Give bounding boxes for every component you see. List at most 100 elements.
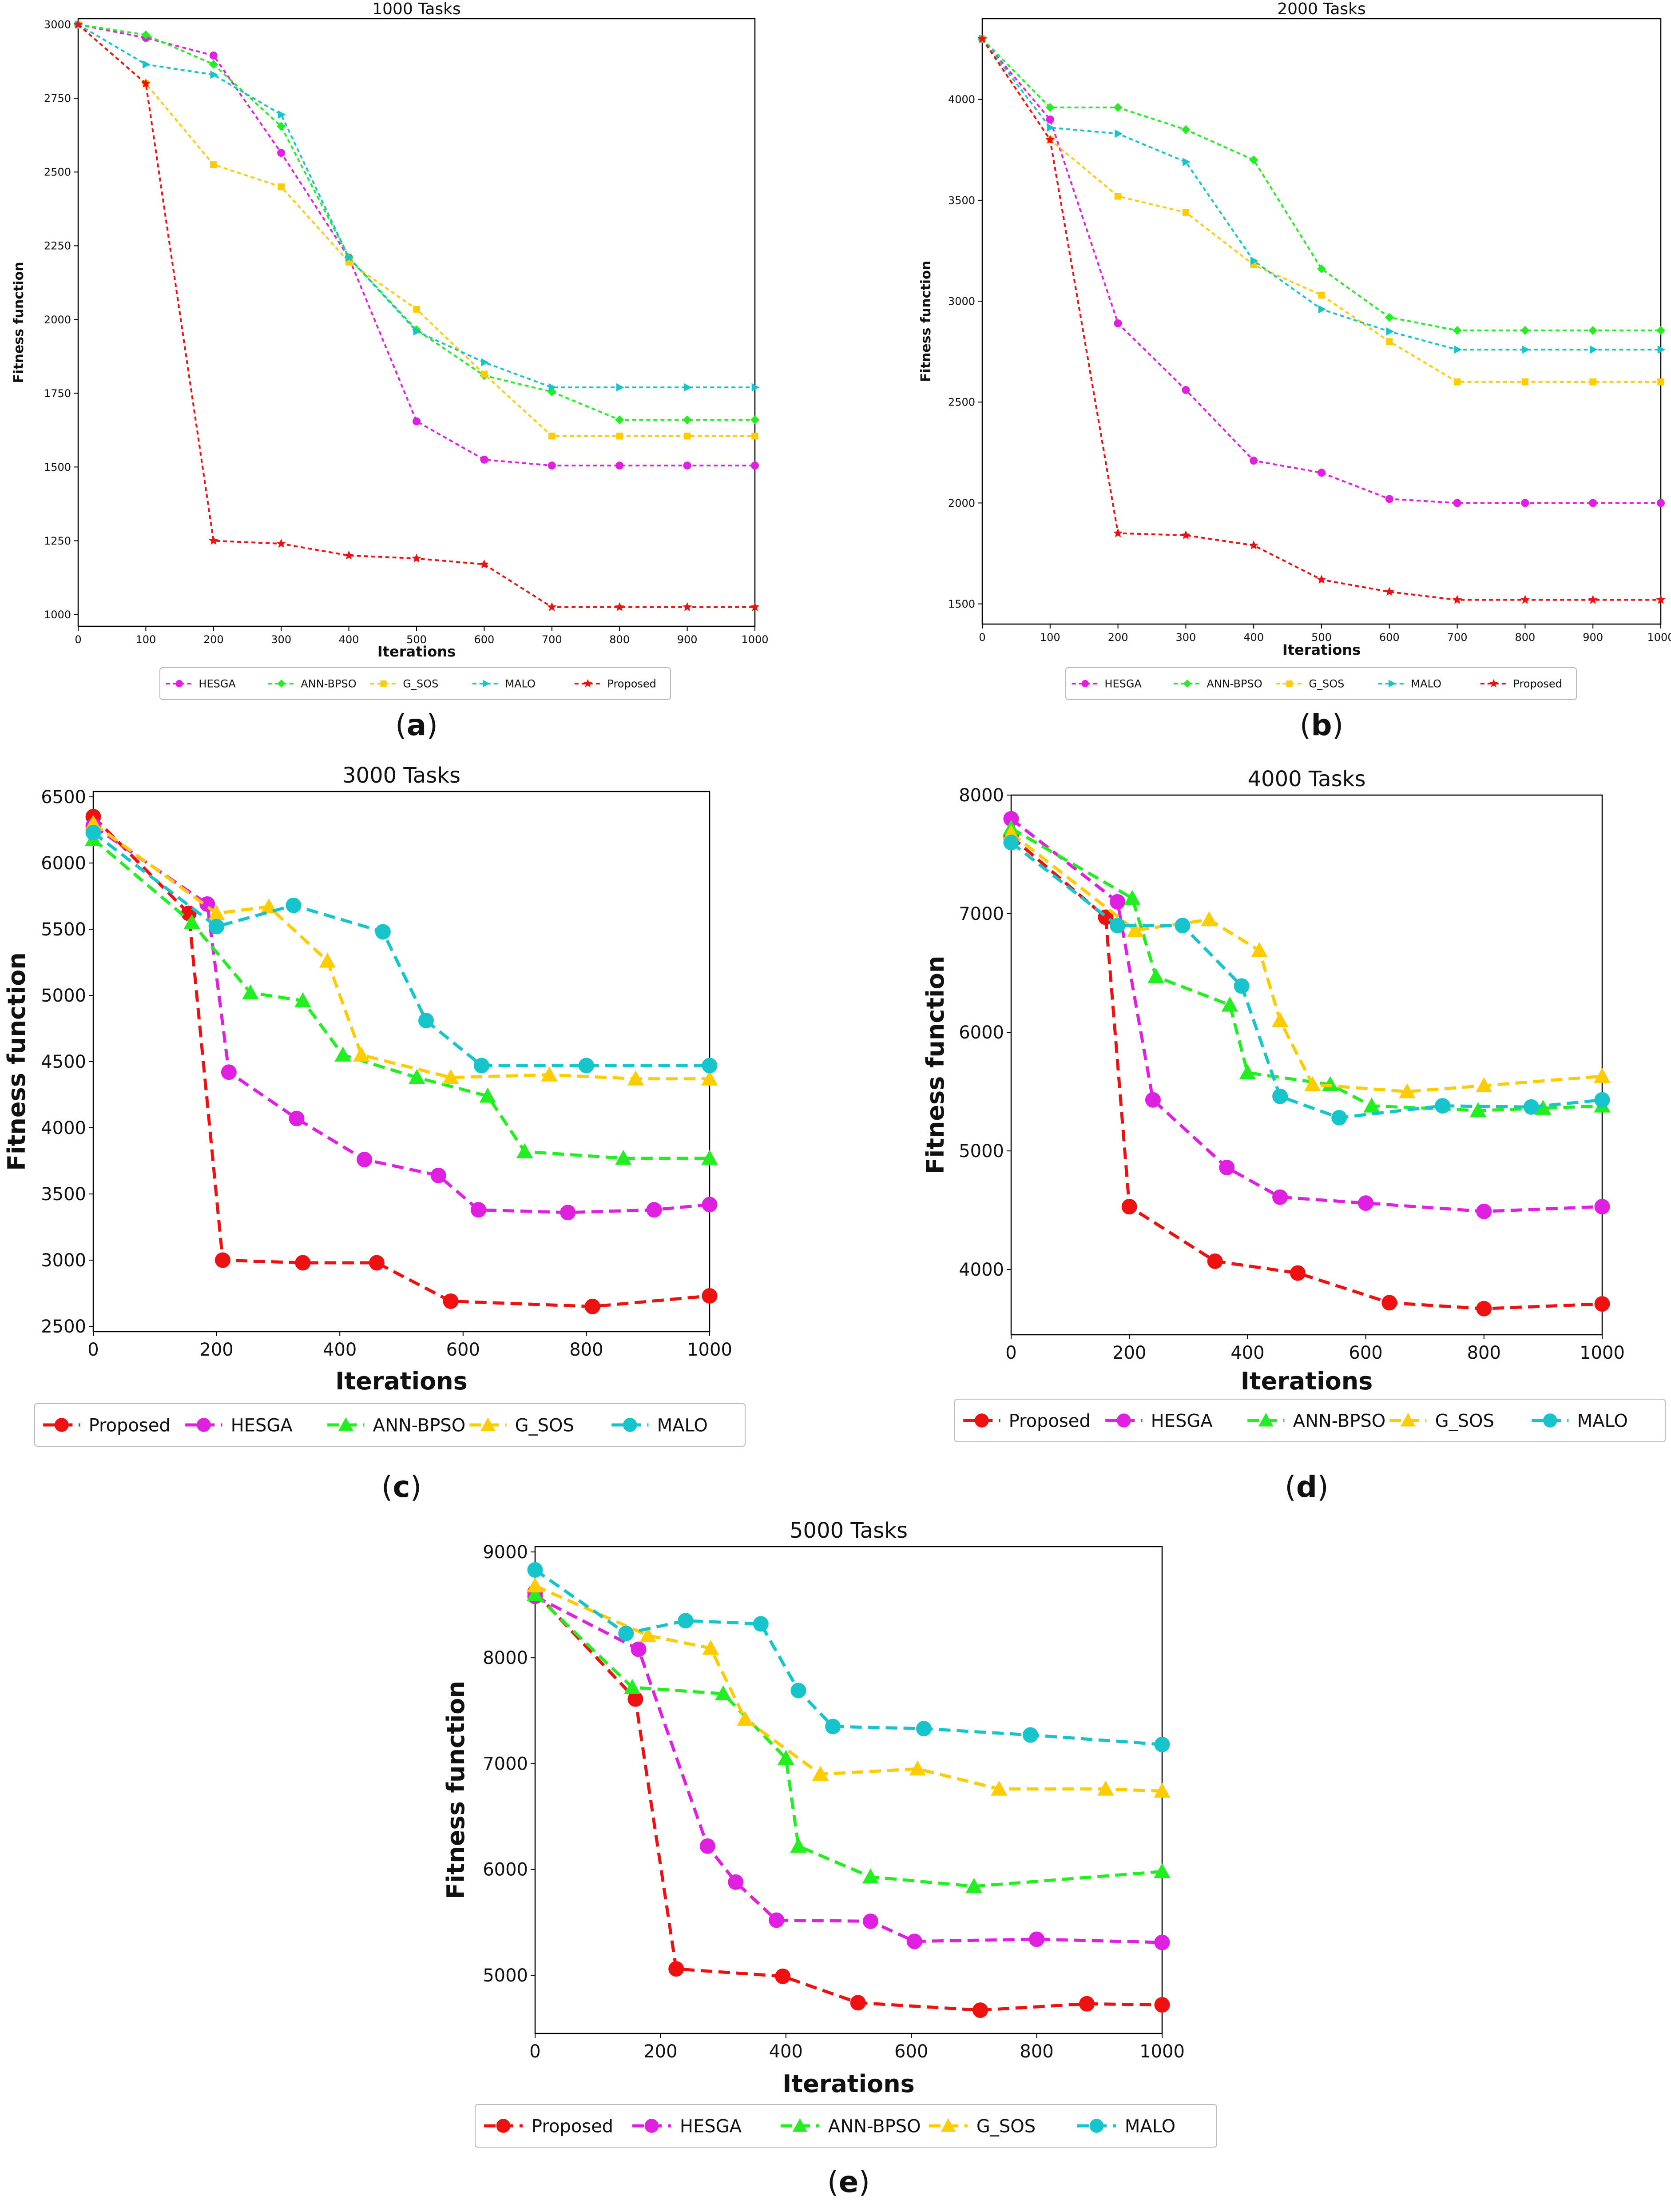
legend-item-malo: MALO [1378, 678, 1441, 690]
legend-swatch-marker [583, 679, 592, 688]
data-point [430, 1167, 446, 1183]
data-point [753, 1616, 769, 1632]
data-point [862, 1868, 879, 1884]
legend-label: MALO [1125, 2116, 1175, 2136]
data-point [1453, 378, 1461, 386]
data-point [906, 1934, 922, 1949]
data-point [825, 1719, 841, 1735]
legend-swatch-marker [496, 2119, 511, 2133]
data-point [1201, 911, 1218, 927]
legend-item-ann-bpso: ANN-BPSO [268, 678, 357, 690]
data-point [1249, 155, 1258, 165]
data-point [1331, 1110, 1347, 1126]
data-point [473, 1058, 489, 1074]
series-ann-bpso [527, 1586, 1171, 1893]
data-point [1045, 103, 1055, 112]
data-point [728, 1874, 744, 1890]
y-tick-label: 1000 [44, 609, 71, 621]
data-point [375, 924, 391, 940]
series-line [78, 24, 755, 467]
y-axis-label: Fitness function [11, 262, 27, 383]
legend-item-malo: MALO [611, 1415, 708, 1436]
legend-swatch-marker [941, 2118, 956, 2132]
y-tick-label: 6000 [483, 1860, 528, 1880]
legend-item-malo: MALO [1077, 2116, 1175, 2136]
legend-label: MALO [505, 678, 536, 690]
data-point [1318, 305, 1326, 314]
legend-swatch-marker [1258, 1412, 1274, 1427]
data-point [1113, 528, 1123, 537]
data-point [1110, 918, 1126, 934]
data-point [1594, 1296, 1610, 1312]
data-point [1271, 1012, 1289, 1027]
legend-swatch-marker [55, 1418, 69, 1432]
data-point [1207, 1253, 1223, 1269]
data-point [1272, 1189, 1288, 1205]
legend-label: HESGA [1151, 1411, 1213, 1431]
x-axis-label: Iterations [1241, 1367, 1373, 1395]
legend-item-ann-bpso: ANN-BPSO [1174, 678, 1262, 690]
legend-swatch-marker [1286, 680, 1293, 687]
y-axis-label: Fitness function [918, 261, 934, 382]
data-point [778, 1750, 794, 1765]
legend-swatch-marker [1117, 1413, 1131, 1428]
data-point [409, 1069, 425, 1084]
data-point [1154, 1934, 1170, 1950]
data-point [1110, 894, 1126, 910]
x-tick-label: 500 [1311, 631, 1332, 644]
data-point [1115, 129, 1123, 138]
y-tick-label: 5000 [959, 1141, 1004, 1162]
x-axis-label: Iterations [782, 2070, 915, 2098]
legend: Proposed HESGA ANN-BPSO G_SOS MALO [954, 1399, 1666, 1442]
data-point [1251, 942, 1268, 957]
series-line [534, 1568, 1163, 1746]
x-tick-label: 0 [979, 631, 985, 644]
data-point [909, 1760, 926, 1776]
x-tick-label: 200 [1112, 1343, 1146, 1363]
data-point [790, 1683, 806, 1699]
chart-2: 2000 Tasks 0 100 200 300 400 500 600 700 800 900 10… [918, 0, 1671, 742]
legend-label: G_SOS [1435, 1411, 1494, 1431]
data-point [334, 1046, 351, 1062]
series-line [92, 824, 710, 1214]
x-tick-label: 700 [1447, 631, 1468, 644]
data-point [615, 461, 624, 470]
series-line [534, 1595, 1163, 1944]
data-point [702, 1058, 718, 1074]
x-tick-label: 400 [339, 633, 359, 646]
data-point [1154, 1737, 1170, 1753]
legend-box [159, 667, 671, 700]
data-point [143, 60, 151, 69]
data-point [527, 1577, 544, 1593]
data-point [1521, 499, 1529, 507]
y-tick-label: 3500 [41, 1184, 86, 1205]
y-tick-label: 7000 [483, 1754, 528, 1774]
data-point [413, 306, 420, 313]
data-point [668, 1961, 684, 1977]
data-point [1147, 968, 1164, 983]
data-point [850, 1995, 866, 2011]
legend: HESGA ANN-BPSO G_SOS MALO Proposed [1065, 667, 1577, 700]
y-tick-label: 2000 [44, 314, 71, 326]
y-tick-label: 2000 [948, 497, 975, 509]
data-point [1358, 1195, 1374, 1211]
data-point [1453, 499, 1461, 507]
legend-box [475, 2104, 1217, 2148]
series-ann-bpso [977, 34, 1666, 335]
data-point [1381, 1295, 1397, 1311]
data-point [646, 1202, 662, 1218]
legend-label: Proposed [1009, 1411, 1091, 1431]
legend-item-ann-bpso: ANN-BPSO [781, 2116, 921, 2136]
y-tick-label: 1750 [44, 387, 71, 400]
y-tick-label: 5000 [41, 986, 86, 1006]
legend-box [34, 1403, 746, 1447]
y-tick-label: 7000 [959, 904, 1004, 924]
y-tick-label: 1250 [44, 535, 71, 547]
data-point [1589, 499, 1597, 507]
legend-label: ANN-BPSO [1207, 678, 1262, 690]
legend-label: HESGA [680, 2116, 742, 2136]
data-point [1454, 345, 1462, 354]
series-malo [75, 20, 760, 392]
legend-swatch-marker [1183, 679, 1191, 688]
series-hesga [978, 35, 1665, 507]
